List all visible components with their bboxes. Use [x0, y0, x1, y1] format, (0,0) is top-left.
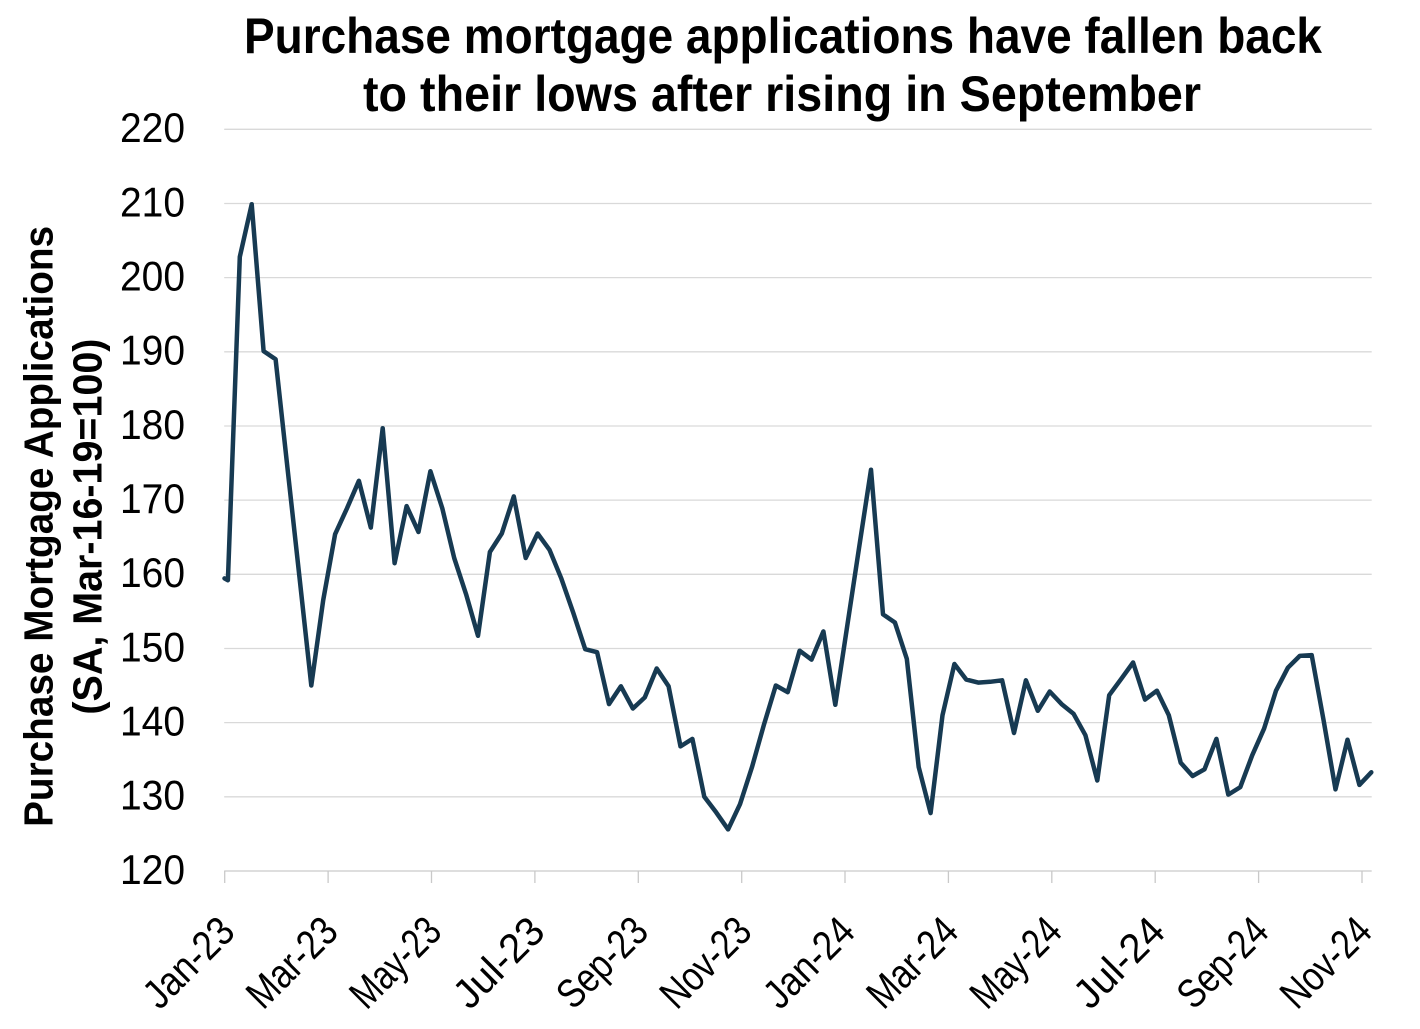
svg-text:Purchase Mortgage Applications: Purchase Mortgage Applications	[16, 226, 62, 827]
svg-text:170: 170	[120, 475, 185, 522]
svg-text:190: 190	[120, 327, 185, 374]
svg-text:130: 130	[120, 772, 185, 819]
svg-text:210: 210	[120, 178, 185, 225]
svg-text:(SA, Mar-16-19=100): (SA, Mar-16-19=100)	[65, 339, 111, 715]
svg-text:200: 200	[120, 253, 185, 300]
svg-text:to their lows after rising in: to their lows after rising in September	[363, 66, 1201, 122]
svg-text:140: 140	[120, 698, 185, 745]
svg-text:220: 220	[120, 104, 185, 151]
svg-text:150: 150	[120, 623, 185, 670]
svg-text:Purchase mortgage applications: Purchase mortgage applications have fall…	[244, 8, 1322, 64]
svg-text:120: 120	[120, 846, 185, 893]
svg-text:160: 160	[120, 549, 185, 596]
svg-text:180: 180	[120, 401, 185, 448]
